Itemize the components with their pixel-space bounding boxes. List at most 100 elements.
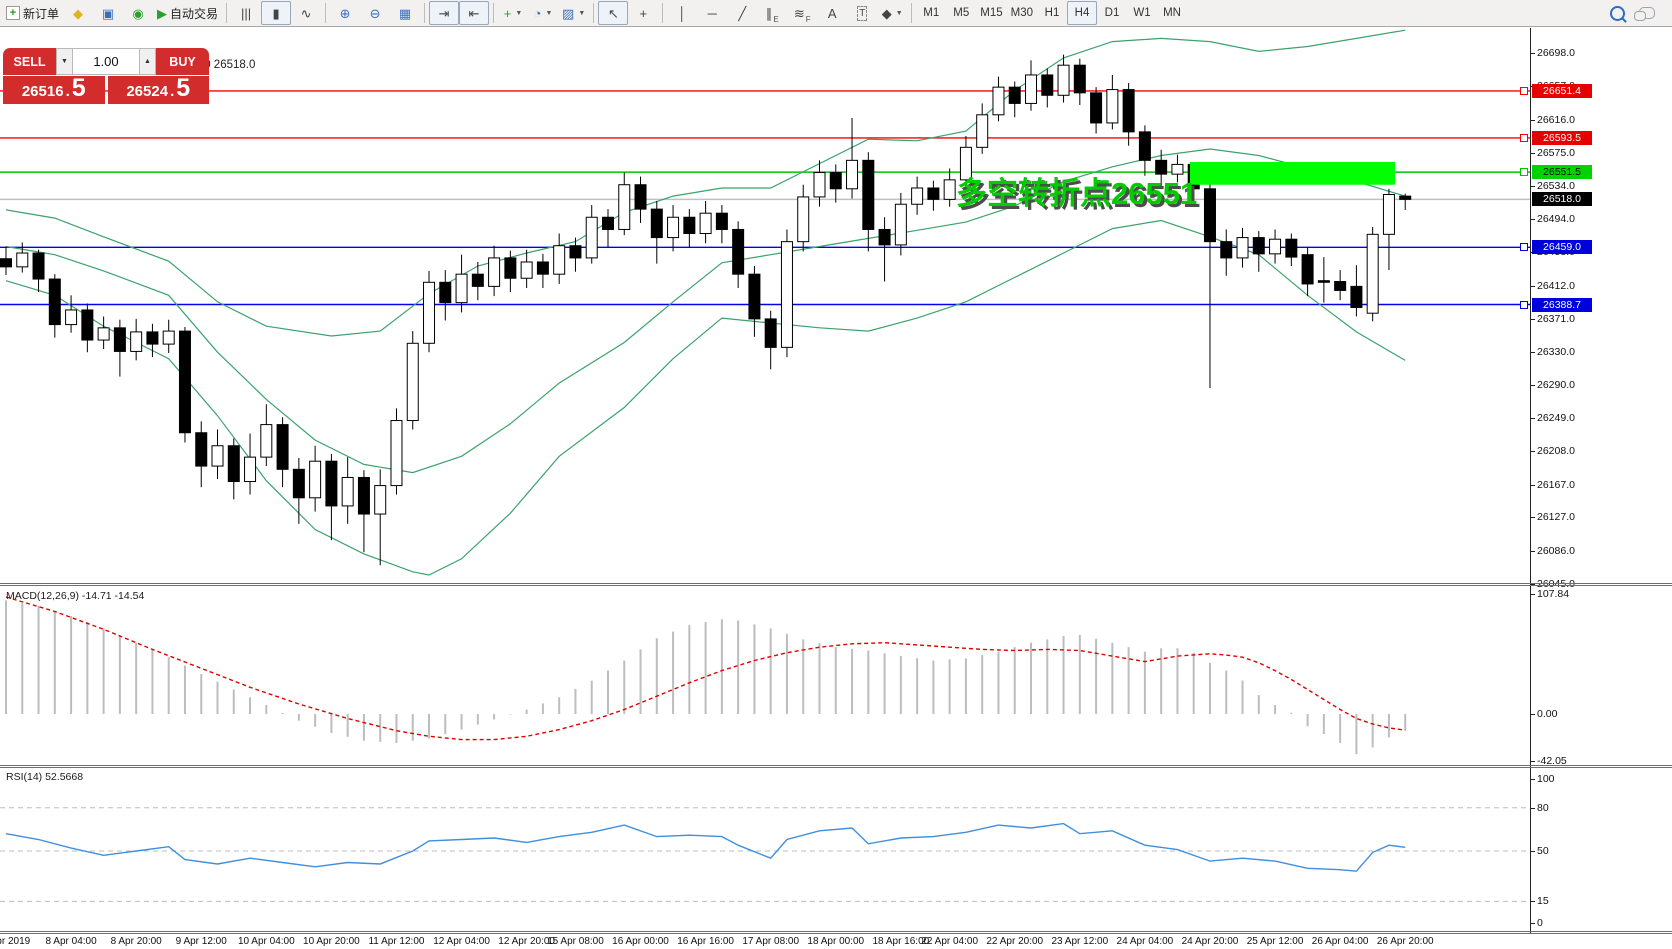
auto-trading-icon: ▶	[157, 5, 168, 21]
channel-tool-button[interactable]: ∥ E	[757, 1, 787, 25]
template-selector-caret-icon[interactable]: ▼	[578, 9, 586, 17]
horizontal-line-tool-icon: ─	[707, 5, 717, 21]
timeframe-W1-button[interactable]: W1	[1133, 7, 1151, 19]
timeframe-H1-button[interactable]: H1	[1044, 7, 1060, 19]
timeframe-M15-button[interactable]: M15	[980, 7, 1003, 19]
panel-separator[interactable]	[0, 767, 1672, 768]
zoom-out-icon: ⊖	[369, 5, 381, 21]
new-order-button[interactable]: + 新订单	[2, 1, 63, 25]
buy-price-button[interactable]: 26524 . 5	[107, 76, 209, 104]
auto-scroll-button[interactable]: ⇥	[429, 1, 460, 25]
price-axis-tick	[1530, 418, 1535, 420]
level-marker	[1520, 86, 1528, 95]
price-axis-tick	[1530, 53, 1535, 54]
time-axis-label: 12 Apr 04:00	[433, 936, 490, 947]
macd-axis-tick	[1530, 760, 1535, 762]
price-axis-label: 26290.0	[1537, 378, 1575, 391]
period-selector-caret-icon[interactable]: ▼	[545, 9, 553, 17]
zoom-in-button[interactable]: ⊕	[330, 1, 360, 25]
add-indicator-button[interactable]: + ▼	[498, 1, 528, 25]
buy-button[interactable]: BUY	[156, 48, 209, 75]
period-selector-button[interactable]: ◔ ▼	[528, 1, 558, 25]
cursor-tool-button[interactable]: ↖	[598, 1, 629, 25]
cursor-tool-icon: ↖	[607, 5, 619, 21]
channel-tool-subscript: E	[773, 15, 779, 24]
chat-icon	[1634, 7, 1655, 21]
tile-windows-icon: ▦	[398, 5, 412, 21]
volume-input[interactable]: 1.00	[73, 48, 139, 75]
time-axis-label: 9 Apr 12:00	[175, 936, 227, 947]
shapes-tool-button[interactable]: ◆ ▼	[877, 1, 907, 25]
chart-shift-icon: ⇤	[468, 5, 480, 21]
rsi-panel[interactable]: RSI(14) 52.5668	[0, 768, 1672, 931]
toolbar-separator	[493, 3, 495, 23]
panel-separator[interactable]	[0, 765, 1672, 766]
price-axis-label: 26208.0	[1537, 445, 1575, 458]
market-watch-window-button[interactable]: ▣	[93, 1, 123, 25]
toolbar-separator	[325, 3, 327, 23]
time-axis-label: 25 Apr 12:00	[1246, 936, 1304, 947]
template-selector-button[interactable]: ▨ ▼	[558, 1, 589, 25]
signals-button[interactable]: ◉	[123, 1, 153, 25]
candlestick-chart[interactable]	[0, 28, 1672, 583]
panel-separator	[0, 933, 1672, 934]
time-axis-label: 10 Apr 20:00	[303, 936, 360, 947]
rsi-chart[interactable]	[0, 768, 1672, 931]
time-axis-label: 23 Apr 12:00	[1051, 936, 1109, 947]
macd-panel[interactable]: MACD(12,26,9) -14.71 -14.54	[0, 586, 1672, 765]
time-axis-label: 15 Apr 08:00	[547, 936, 604, 947]
volume-up-button[interactable]: ▲	[139, 48, 156, 75]
auto-scroll-icon: ⇥	[438, 5, 450, 21]
chart-shift-button[interactable]: ⇤	[459, 1, 490, 25]
eraser-button[interactable]: ◆	[63, 1, 93, 25]
time-axis-label: 12 Apr 20:00	[498, 936, 555, 947]
rsi-axis-tick	[1530, 851, 1535, 852]
sell-button[interactable]: SELL	[3, 48, 56, 75]
timeframe-M5-button[interactable]: M5	[953, 7, 970, 19]
panel-separator[interactable]	[0, 583, 1672, 584]
vertical-line-tool-button[interactable]: │	[667, 1, 697, 25]
level-marker	[1520, 300, 1528, 309]
chat-button[interactable]	[1632, 1, 1662, 25]
timeframe-MN-button[interactable]: MN	[1163, 7, 1181, 19]
horizontal-line-tool-button[interactable]: ─	[697, 1, 727, 25]
timeframe-M1-button[interactable]: M1	[923, 7, 940, 19]
rsi-axis-label: 15	[1537, 895, 1549, 908]
price-axis-label: 26371.0	[1537, 312, 1575, 325]
price-axis-border[interactable]	[1530, 28, 1531, 933]
time-axis-label: 8 Apr 20:00	[110, 936, 162, 947]
search-button[interactable]	[1602, 1, 1632, 25]
add-indicator-caret-icon[interactable]: ▼	[515, 9, 523, 17]
time-axis-label: 26 Apr 20:00	[1376, 936, 1434, 947]
line-chart-mode-button[interactable]: ∿	[291, 1, 321, 25]
zoom-out-button[interactable]: ⊖	[360, 1, 390, 25]
shapes-tool-caret-icon[interactable]: ▼	[895, 9, 903, 17]
panel-separator[interactable]	[0, 585, 1672, 586]
sell-price-frac: 5	[71, 74, 86, 102]
fibonacci-tool-button[interactable]: ≋ F	[787, 1, 817, 25]
channel-tool-icon: ∥	[765, 5, 773, 21]
timeframe-D1-button[interactable]: D1	[1104, 7, 1120, 19]
level-marker	[1520, 133, 1528, 142]
time-axis-label: 26 Apr 04:00	[1311, 936, 1369, 947]
new-order-label: 新订单	[23, 6, 60, 21]
fibonacci-tool-icon: ≋	[793, 5, 805, 21]
market-watch-window-icon: ▣	[101, 5, 115, 21]
price-axis-label: 26086.0	[1537, 544, 1575, 557]
volume-down-button[interactable]: ▼	[56, 48, 73, 75]
crosshair-tool-button[interactable]: +	[628, 1, 658, 25]
timeframe-H4-button[interactable]: H4	[1067, 1, 1098, 25]
auto-trading-button[interactable]: ▶ 自动交易	[153, 1, 222, 25]
text-tool-button[interactable]: A	[817, 1, 847, 25]
timeframe-M30-button[interactable]: M30	[1010, 7, 1034, 19]
sell-price-button[interactable]: 26516 . 5	[3, 76, 105, 104]
trendline-tool-button[interactable]: ╱	[727, 1, 757, 25]
price-chart-panel[interactable]: ▲ DJ30-,H4 26522.0 26525.0 26505.0 26518…	[0, 28, 1672, 583]
sell-price-main: 26516	[21, 83, 64, 100]
bar-chart-mode-button[interactable]: |||	[231, 1, 261, 25]
candlestick-mode-button[interactable]: ▮	[261, 1, 292, 25]
macd-chart[interactable]	[0, 586, 1672, 765]
tile-windows-button[interactable]: ▦	[390, 1, 420, 25]
text-label-tool-button[interactable]: T	[847, 1, 877, 25]
price-axis-label: 26249.0	[1537, 412, 1575, 425]
